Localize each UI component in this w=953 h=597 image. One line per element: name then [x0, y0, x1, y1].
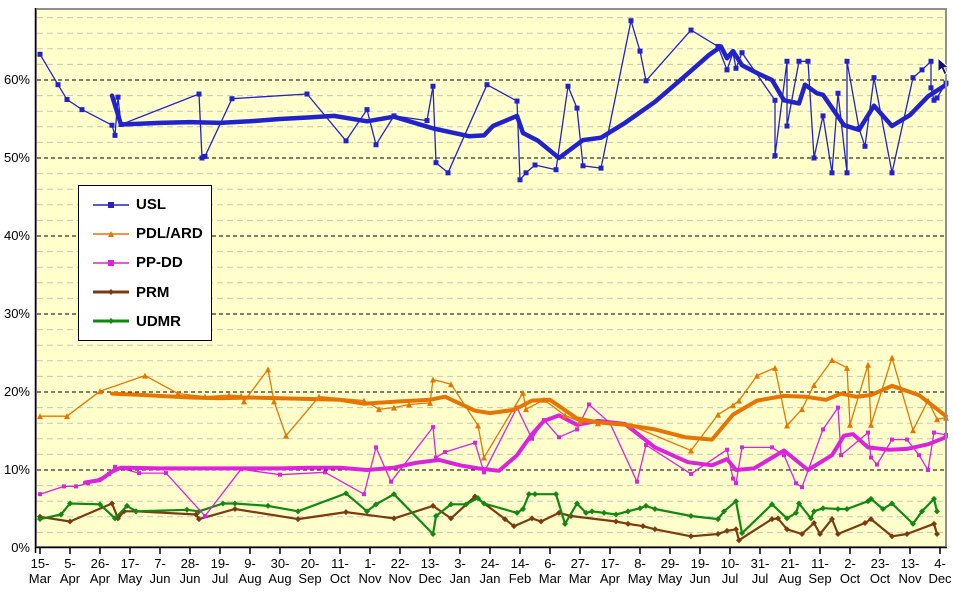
mouse-cursor-icon [937, 57, 951, 76]
legend-label-udmr: UDMR [136, 312, 181, 330]
series-usl-trend [109, 44, 949, 161]
x-axis-label: 22- Nov [388, 556, 412, 586]
legend-label-prm: PRM [136, 283, 170, 301]
x-axis-label: 29- May [657, 556, 683, 586]
x-axis-label: 20- Sep [298, 556, 322, 586]
legend-label-pdl-ard: PDL/ARD [136, 225, 203, 243]
x-axis-label: 9- Aug [238, 556, 262, 586]
x-axis-label: 19- Jun [689, 556, 711, 586]
x-axis-label: 19- Jul [210, 556, 230, 586]
y-axis-label: 20% [3, 384, 30, 399]
x-axis-label: 1- Nov [358, 556, 382, 586]
x-axis-label: 4- Dec [928, 556, 952, 586]
udmr-line-sample-icon [93, 318, 129, 325]
x-axis-label: 10- Jul [720, 556, 740, 586]
legend-label-usl: USL [136, 196, 166, 214]
pp-dd-line-sample-icon [93, 259, 129, 266]
x-axis-label: 13- Nov [898, 556, 922, 586]
x-axis-label: 3- Jan [449, 556, 471, 586]
series-pp-dd-trend [83, 413, 948, 485]
legend-label-pp-dd: PP-DD [136, 254, 183, 272]
legend-item-udmr: UDMR [79, 308, 211, 334]
legend-item-pp-dd: PP-DD [79, 250, 211, 276]
y-axis-label: 50% [3, 150, 30, 165]
x-axis-label: 13- Dec [418, 556, 442, 586]
y-axis-label: 40% [3, 228, 30, 243]
x-axis-label: 2- Oct [839, 556, 861, 586]
x-axis-label: 21- Aug [778, 556, 802, 586]
y-axis-label: 60% [3, 72, 30, 87]
x-axis-label: 17- May [117, 556, 143, 586]
x-axis-label: 31- Jul [750, 556, 770, 586]
x-axis-label: 11- Sep [808, 556, 832, 586]
x-axis-label: 6- Mar [538, 556, 562, 586]
pdl-ard-line-sample-icon [93, 230, 129, 237]
x-axis-label: 7- Jun [149, 556, 171, 586]
series-pdl-ard-trend [110, 383, 948, 442]
legend-item-pdl-ard: PDL/ARD [79, 221, 211, 247]
x-axis-label: 14- Feb [508, 556, 532, 586]
x-axis-label: 27- Mar [568, 556, 592, 586]
y-axis-label: 0% [11, 540, 30, 555]
legend-item-prm: PRM [79, 279, 211, 305]
x-axis-label: 24- Jan [479, 556, 501, 586]
prm-line-sample-icon [93, 289, 129, 296]
legend-item-usl: USL [79, 192, 211, 218]
x-axis-label: 17- Apr [599, 556, 621, 586]
x-axis-label: 8- May [627, 556, 653, 586]
x-axis-label: 23- Oct [869, 556, 891, 586]
x-axis-label: 26- Apr [89, 556, 111, 586]
legend: USL PDL/ARD PP-DD PRM UDMR [78, 185, 212, 341]
x-axis-label: 5- Apr [59, 556, 81, 586]
x-axis-label: 15- Mar [28, 556, 52, 586]
y-axis-label: 10% [3, 462, 30, 477]
series-pp-dd-polls [39, 403, 947, 517]
y-axis-label: 30% [3, 306, 30, 321]
x-axis-label: 30- Aug [268, 556, 292, 586]
usl-line-sample-icon [93, 201, 129, 208]
x-axis-label: 28- Jun [179, 556, 201, 586]
x-axis-label: 11- Oct [329, 556, 351, 586]
